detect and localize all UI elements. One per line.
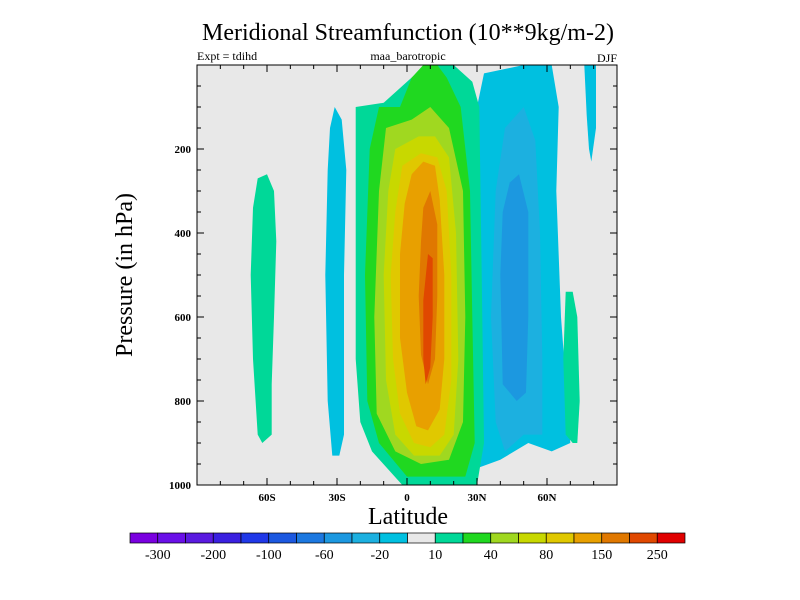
colorbar-label: 250 (647, 548, 668, 563)
colorbar-swatch (629, 532, 658, 544)
subtitle-expt: Expt = tdihd (197, 49, 257, 63)
colorbar-swatch (407, 532, 436, 544)
colorbar-swatch (157, 532, 186, 544)
colorbar: -300 -200 -100 -60 -20 10 40 80 150 250 (129, 532, 686, 563)
y-tick-label: 1000 (169, 480, 192, 492)
colorbar-swatch (545, 532, 575, 544)
colorbar-swatch (518, 532, 547, 544)
colorbar-swatch (656, 532, 686, 544)
subtitle-season: DJF (597, 51, 617, 65)
contour-sh-negative-cell-30S-level-0 (325, 107, 347, 456)
x-tick-label: 30N (468, 492, 487, 504)
colorbar-label: -60 (315, 548, 334, 563)
colorbar-swatch (351, 532, 381, 544)
colorbar-swatch (601, 532, 630, 544)
contour-sh-weak-cell-60S-level-20 (250, 174, 277, 443)
contour-polar-negative-strip-level-0 (584, 65, 596, 162)
x-tick-label: 60S (258, 492, 275, 504)
colorbar-label: -20 (370, 548, 389, 563)
subtitle-run: maa_barotropic (370, 49, 445, 63)
contour-nh-negative-cell-45N-level--40 (500, 174, 529, 401)
y-tick-label: 800 (175, 396, 192, 408)
x-tick-label: 30S (328, 492, 345, 504)
y-tick-label: 600 (175, 312, 192, 324)
colorbar-swatch (212, 532, 242, 544)
plot-area: 200 400 600 800 1000 60S 30S 0 30N 60N (169, 64, 618, 504)
y-axis-label: Pressure (in hPa) (112, 193, 138, 357)
colorbar-swatch (129, 532, 159, 544)
x-tick-label: 60N (538, 492, 557, 504)
colorbar-label: 10 (428, 548, 442, 563)
colorbar-swatch (240, 532, 270, 544)
colorbar-label: -200 (200, 548, 226, 563)
colorbar-label: -100 (256, 548, 282, 563)
y-tick-label: 200 (175, 144, 192, 156)
y-tick-label: 400 (175, 228, 192, 240)
colorbar-swatch (268, 532, 297, 544)
colorbar-swatch (573, 532, 603, 544)
chart-title: Meridional Streamfunction (10**9kg/m-2) (202, 20, 614, 46)
contour-tropical-hadley-cell-level-250 (423, 254, 433, 385)
colorbar-swatch (490, 532, 519, 544)
contour-fills (250, 65, 596, 485)
colorbar-label: -300 (145, 548, 171, 563)
x-axis-label: Latitude (368, 504, 448, 530)
colorbar-swatch (185, 532, 214, 544)
colorbar-swatch (323, 532, 353, 544)
colorbar-swatch (434, 532, 464, 544)
colorbar-swatch (462, 532, 492, 544)
colorbar-label: 80 (539, 548, 553, 563)
axis-ticks: 200 400 600 800 1000 60S 30S 0 30N 60N (169, 65, 617, 504)
contour-nh-weak-cell-70N-level-20 (563, 291, 580, 443)
x-tick-label: 0 (404, 492, 410, 504)
colorbar-label: 150 (591, 548, 612, 563)
colorbar-label: 40 (484, 548, 498, 563)
colorbar-swatch (296, 532, 325, 544)
colorbar-swatch (379, 532, 408, 544)
